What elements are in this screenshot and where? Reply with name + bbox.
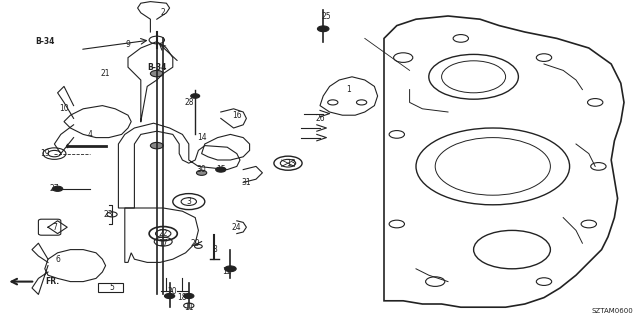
Text: 28: 28 <box>184 98 193 107</box>
Text: 16: 16 <box>232 111 242 120</box>
Circle shape <box>196 170 207 175</box>
Text: 6: 6 <box>55 255 60 264</box>
Circle shape <box>52 186 63 191</box>
Text: 11: 11 <box>184 303 193 312</box>
Text: 10: 10 <box>59 104 69 113</box>
Text: 18: 18 <box>178 293 187 302</box>
Text: 22: 22 <box>159 229 168 238</box>
Text: 19: 19 <box>40 149 50 158</box>
Circle shape <box>191 94 200 98</box>
Circle shape <box>216 167 226 172</box>
Text: 2: 2 <box>161 8 166 17</box>
Text: FR.: FR. <box>45 277 59 286</box>
Text: 1: 1 <box>346 85 351 94</box>
Text: SZTAM0600: SZTAM0600 <box>592 308 634 314</box>
Text: 31: 31 <box>241 178 252 187</box>
Text: 20: 20 <box>168 287 178 296</box>
Text: B-34: B-34 <box>147 63 166 72</box>
Text: B-34: B-34 <box>35 37 54 46</box>
Circle shape <box>150 70 163 77</box>
Text: 26: 26 <box>315 114 325 123</box>
Text: 8: 8 <box>212 245 217 254</box>
Text: 4: 4 <box>87 130 92 139</box>
Text: 21: 21 <box>101 69 110 78</box>
Text: 27: 27 <box>49 184 60 193</box>
Circle shape <box>225 266 236 272</box>
Text: 17: 17 <box>158 239 168 248</box>
Text: 29: 29 <box>190 239 200 248</box>
Text: 5: 5 <box>109 284 115 292</box>
Text: 3: 3 <box>186 197 191 206</box>
Text: 23: 23 <box>104 210 114 219</box>
Circle shape <box>150 142 163 149</box>
Text: 13: 13 <box>286 159 296 168</box>
Text: 9: 9 <box>125 40 131 49</box>
Circle shape <box>164 293 175 299</box>
Text: 25: 25 <box>321 12 332 20</box>
Text: 24: 24 <box>232 223 242 232</box>
Circle shape <box>184 293 194 299</box>
Text: 12: 12 <box>223 268 232 276</box>
Text: 7: 7 <box>52 223 57 232</box>
Text: 14: 14 <box>196 133 207 142</box>
Circle shape <box>317 26 329 32</box>
Text: 15: 15 <box>216 165 226 174</box>
Text: 30: 30 <box>196 165 207 174</box>
